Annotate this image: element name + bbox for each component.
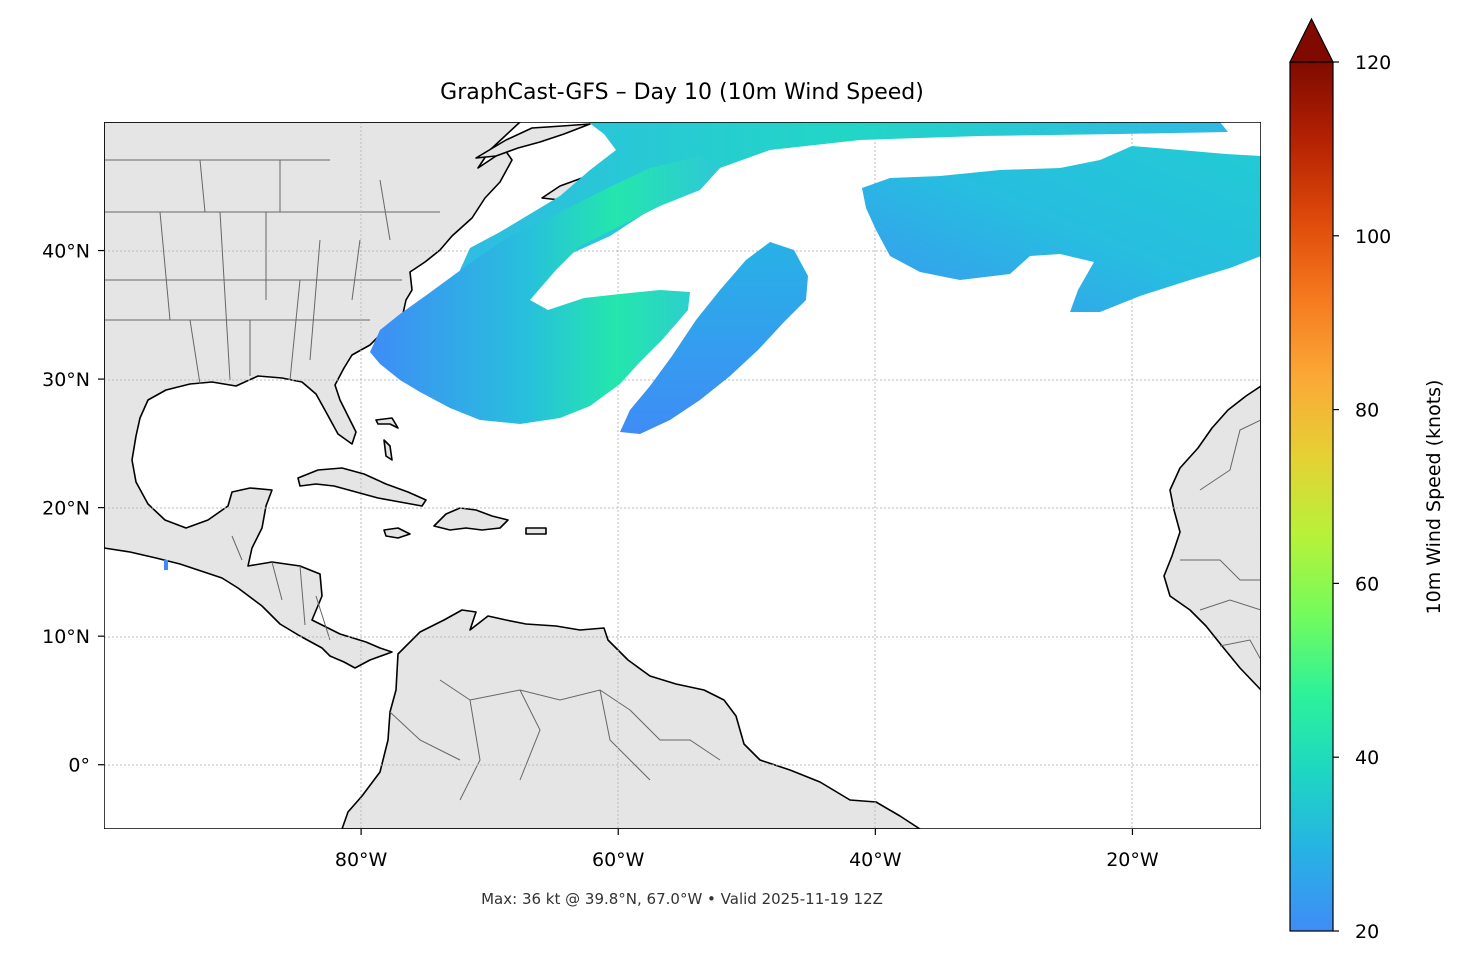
lat-tick-label: 20°N [42,498,90,520]
lon-tick-label: 60°W [592,849,645,871]
colorbar-label: 10m Wind Speed (knots) [1423,380,1445,615]
political-borders [104,159,1261,801]
lon-tick-label: 20°W [1106,849,1159,871]
lat-tick-label: 0° [68,755,90,777]
colorbar-tick-label: 80 [1355,400,1379,422]
land-north-america [104,122,521,669]
max-wind-footer: Max: 36 kt @ 39.8°N, 67.0°W • Valid 2025… [481,890,883,908]
wind-speck-gulf [164,560,168,570]
land-jamaica [383,527,411,539]
colorbar: 20 40 60 80 100 120 10m Wind Speed (knots) [1289,17,1445,943]
wind-band-hook [620,242,808,434]
land-bahamas [375,417,399,461]
lat-tick-label: 30°N [42,369,90,391]
lat-tick-label: 10°N [42,626,90,648]
colorbar-tick-label: 120 [1355,52,1391,74]
longitude-axis: 80°W 60°W 40°W 20°W [335,829,1159,871]
colorbar-gradient [1289,61,1334,932]
land-puerto-rico [525,527,547,535]
wind-band-east [862,146,1261,312]
colorbar-ticks: 20 40 60 80 100 120 [1333,52,1391,943]
lon-tick-label: 40°W [849,849,902,871]
lon-tick-label: 80°W [335,849,388,871]
colorbar-tick-label: 40 [1355,747,1379,769]
land-africa [1163,385,1261,691]
land-south-america [341,609,921,829]
latitude-axis: 40°N 30°N 20°N 10°N 0° [42,241,104,777]
map-title: GraphCast-GFS – Day 10 (10m Wind Speed) [440,80,924,105]
colorbar-tick-label: 20 [1355,921,1379,943]
land-labrador [475,123,591,159]
lat-tick-label: 40°N [42,241,90,263]
colorbar-extend-arrow [1289,17,1334,63]
wind-band-us-coast [370,156,720,424]
wind-speed-field [164,122,1261,570]
land-layer [104,122,1261,829]
land-hispaniola [433,507,509,531]
colorbar-tick-label: 60 [1355,573,1379,595]
land-cuba [297,467,427,507]
colorbar-tick-label: 100 [1355,226,1391,248]
map-area [104,122,1261,829]
